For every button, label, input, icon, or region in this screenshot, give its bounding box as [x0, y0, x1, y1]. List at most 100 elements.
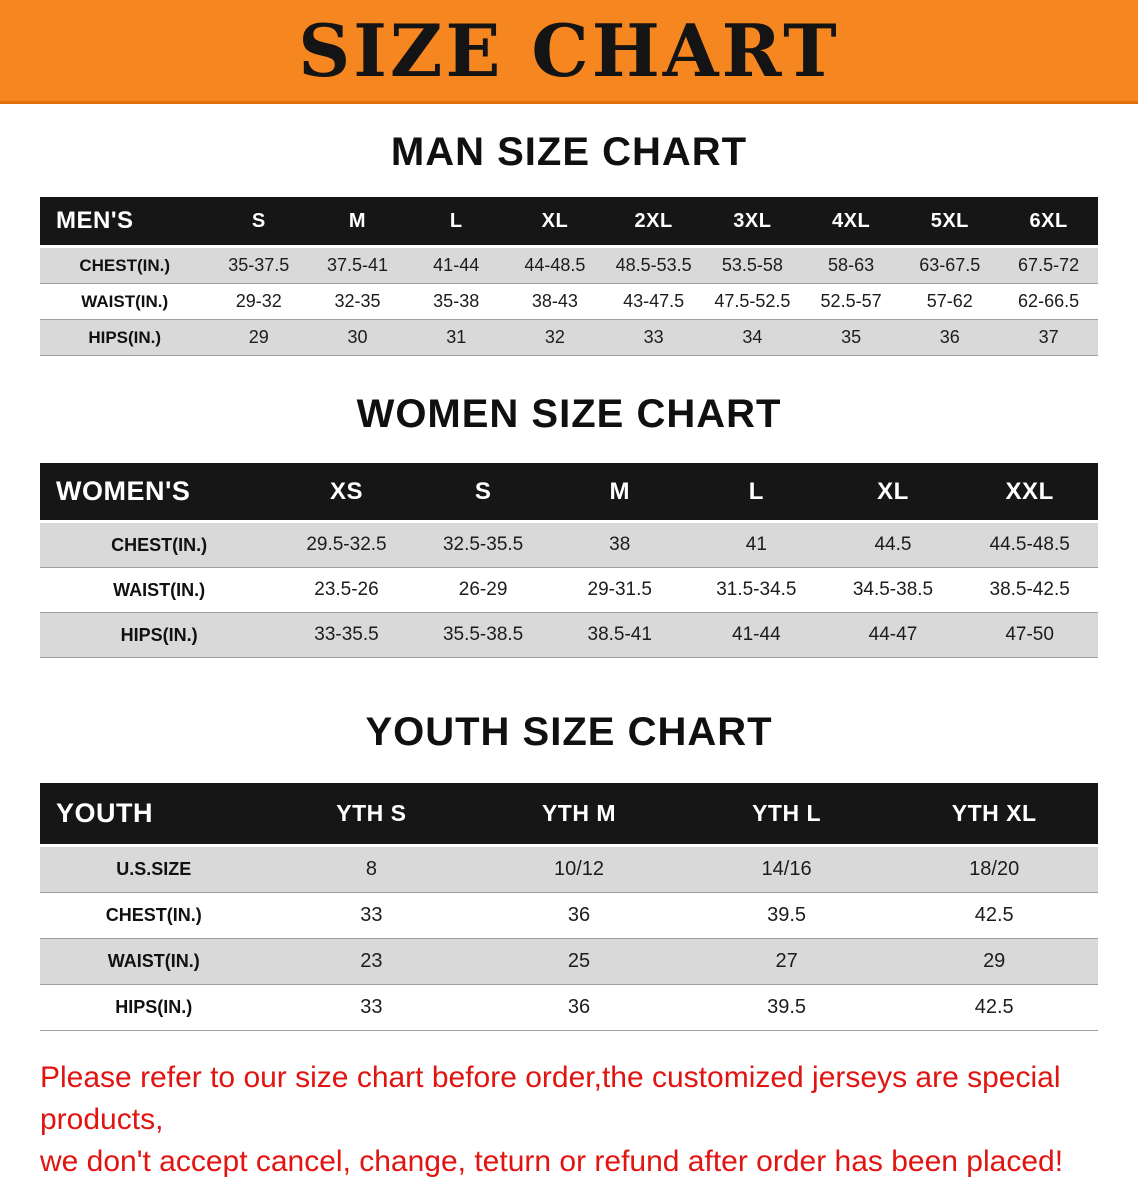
size-cell: 58-63 — [828, 255, 875, 275]
table-row: HIPS(IN.) 33-35.5 35.5-38.5 38.5-41 41-44 44-… — [40, 612, 1098, 658]
section-youth: YOUTH SIZE CHART YOUTH YTH S YTH M YTH L YTH… — [0, 710, 1138, 1031]
size-cell: 29 — [983, 950, 1006, 972]
size-cell: 62-66.5 — [1018, 291, 1080, 311]
size-cell: 10/12 — [553, 858, 605, 880]
size-cell: 48.5-53.5 — [615, 255, 692, 275]
row-label: CHEST(IN.) — [105, 905, 202, 925]
size-cell: 38.5-42.5 — [989, 579, 1070, 600]
column-header: XS — [278, 463, 415, 522]
row-label: CHEST(IN.) — [79, 255, 171, 275]
size-cell: 57-62 — [926, 291, 973, 311]
size-cell: 31 — [446, 327, 467, 347]
size-cell: 18/20 — [969, 858, 1020, 880]
size-cell: 63-67.5 — [919, 255, 981, 275]
size-cell: 23 — [360, 950, 383, 972]
youth-table-wrap: YOUTH YTH S YTH M YTH L YTH XL U.S.SIZE 8 10/12… — [0, 783, 1138, 1031]
size-cell: 41-44 — [433, 255, 480, 275]
size-cell: 37 — [1038, 327, 1059, 347]
section-men: MAN SIZE CHART MEN'S S M L XL 2XL 3XL 4XL 5XL 6XL… — [0, 130, 1138, 356]
men-section-heading: MAN SIZE CHART — [390, 130, 748, 174]
size-cell: 43-47.5 — [623, 291, 685, 311]
size-cell: 33 — [360, 996, 383, 1018]
size-cell: 38 — [609, 534, 631, 555]
women-table-wrap: WOMEN'S XS S M L XL XXL CHEST(IN.) 29.5-32.5 32.5… — [0, 463, 1138, 658]
row-label: CHEST(IN.) — [111, 534, 208, 555]
table-title-cell: WOMEN'S — [40, 463, 279, 522]
column-header: 4XL — [801, 197, 901, 247]
size-cell: 29-32 — [235, 291, 282, 311]
column-header: M — [308, 197, 407, 247]
size-cell: 32-35 — [334, 291, 381, 311]
size-cell: 34.5-38.5 — [852, 579, 934, 600]
size-cell: 29 — [248, 327, 269, 347]
banner: SIZE CHART — [0, 0, 1138, 104]
size-cell: 29.5-32.5 — [306, 534, 387, 555]
size-cell: 33 — [643, 327, 664, 347]
column-header: 6XL — [999, 197, 1098, 247]
section-women: WOMEN SIZE CHART WOMEN'S XS S M L XL XXL CHEST(… — [0, 392, 1138, 658]
size-cell: 36 — [567, 904, 591, 926]
size-cell: 41 — [745, 534, 767, 555]
size-cell: 38-43 — [531, 291, 578, 311]
size-cell: 33 — [360, 904, 383, 926]
column-header: 2XL — [604, 197, 703, 247]
size-cell: 26-29 — [458, 579, 508, 600]
size-cell: 29-31.5 — [587, 579, 652, 600]
youth-section-heading: YOUTH SIZE CHART — [365, 710, 773, 754]
size-cell: 53.5-58 — [721, 255, 783, 275]
size-cell: 37.5-41 — [326, 255, 389, 275]
column-header: YTH L — [682, 783, 891, 846]
table-header-row: WOMEN'S XS S M L XL XXL — [40, 463, 1098, 522]
table-row: CHEST(IN.) 29.5-32.5 32.5-35.5 38 41 44.5 44.5… — [40, 521, 1098, 568]
column-header: XL — [505, 197, 605, 247]
size-cell: 27 — [775, 950, 798, 972]
size-cell: 36 — [939, 327, 960, 347]
size-cell: 31.5-34.5 — [716, 579, 797, 600]
size-cell: 14/16 — [761, 858, 812, 880]
table-header-row: YOUTH YTH S YTH M YTH L YTH XL — [40, 783, 1098, 846]
table-row: WAIST(IN.) 23 25 27 29 — [40, 938, 1098, 985]
size-cell: 35.5-38.5 — [442, 624, 524, 645]
row-label: WAIST(IN.) — [81, 291, 169, 311]
size-cell: 39.5 — [767, 996, 807, 1018]
size-cell: 38.5-41 — [587, 624, 652, 645]
row-label: WAIST(IN.) — [107, 951, 200, 971]
size-cell: 32.5-35.5 — [442, 534, 524, 555]
footer-note: Please refer to our size chart before or… — [40, 1057, 1098, 1183]
table-header-row: MEN'S S M L XL 2XL 3XL 4XL 5XL 6XL — [40, 197, 1098, 247]
row-label: HIPS(IN.) — [115, 997, 193, 1017]
size-cell: 44.5-48.5 — [989, 534, 1070, 555]
women-size-table: WOMEN'S XS S M L XL XXL CHEST(IN.) 29.5-32.5 32.5… — [40, 463, 1098, 658]
table-title-cell: MEN'S — [40, 197, 210, 247]
table-row: WAIST(IN.) 29-32 32-35 35-38 38-43 43-47.5 47.… — [40, 284, 1098, 320]
size-cell: 34 — [742, 327, 763, 347]
column-header: XL — [824, 463, 962, 522]
size-cell: 32 — [544, 327, 565, 347]
row-label: HIPS(IN.) — [120, 624, 198, 645]
size-cell: 47.5-52.5 — [714, 291, 791, 311]
column-header: 5XL — [900, 197, 1000, 247]
size-cell: 36 — [567, 996, 591, 1018]
column-header: M — [551, 463, 689, 522]
size-cell: 23.5-26 — [314, 579, 379, 600]
size-cell: 42.5 — [974, 904, 1014, 926]
size-cell: 33-35.5 — [314, 624, 379, 645]
column-header: YTH M — [475, 783, 683, 846]
table-row: WAIST(IN.) 23.5-26 26-29 29-31.5 31.5-34.5 34… — [40, 568, 1098, 613]
size-cell: 39.5 — [767, 904, 807, 926]
column-header: XXL — [961, 463, 1098, 522]
table-title-cell: YOUTH — [40, 783, 268, 846]
size-cell: 41-44 — [732, 624, 781, 645]
size-cell: 35 — [841, 327, 862, 347]
size-cell: 44-47 — [868, 624, 918, 645]
table-row: CHEST(IN.) 35-37.5 37.5-41 41-44 44-48.5 48.5… — [40, 246, 1098, 284]
row-label: HIPS(IN.) — [88, 327, 162, 347]
size-cell: 52.5-57 — [820, 291, 882, 311]
size-cell: 35-38 — [433, 291, 480, 311]
banner-title: SIZE CHART — [298, 8, 840, 93]
size-cell: 67.5-72 — [1018, 255, 1080, 275]
column-header: L — [406, 197, 506, 247]
size-cell: 8 — [365, 858, 377, 880]
women-section-heading: WOMEN SIZE CHART — [356, 392, 782, 436]
